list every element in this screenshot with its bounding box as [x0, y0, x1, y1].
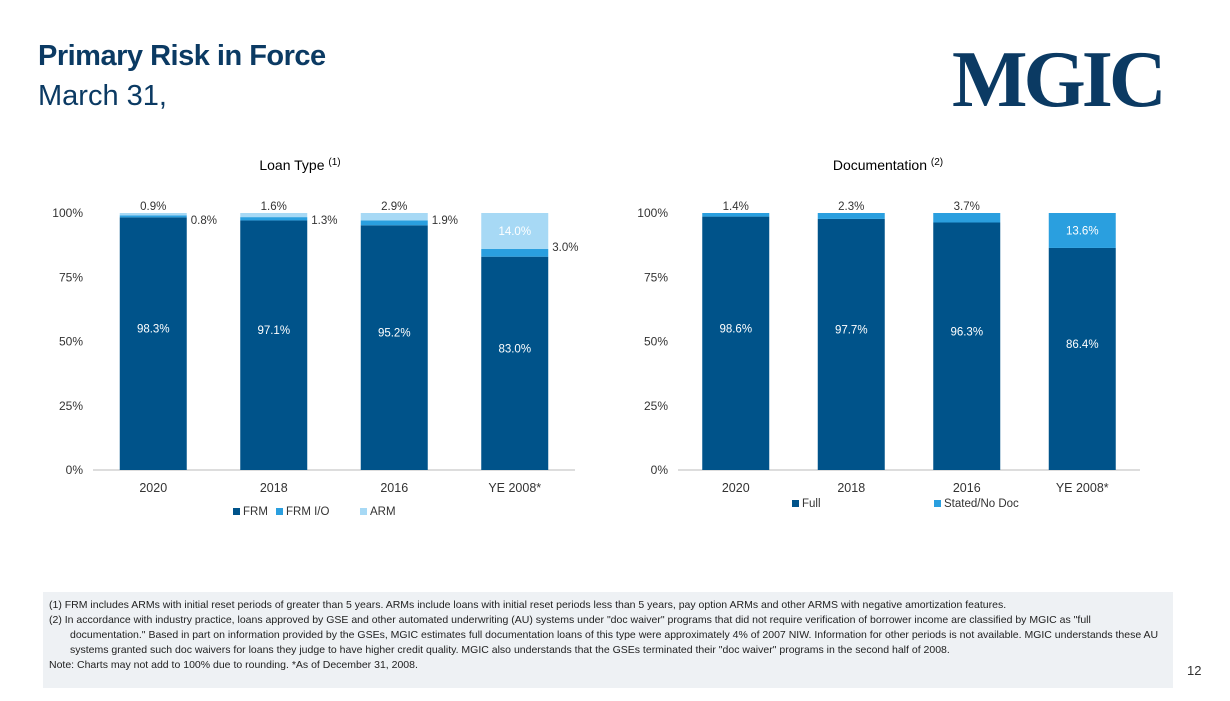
- legend-label: ARM: [370, 506, 396, 518]
- legend-label: Stated/No Doc: [944, 498, 1019, 510]
- legend-label: Full: [802, 498, 821, 510]
- chart-note: Note: Charts may not add to 100% due to …: [49, 659, 418, 671]
- y-tick-label: 75%: [59, 270, 83, 284]
- x-tick-label: 2020: [139, 481, 167, 495]
- bar-full: [702, 216, 770, 470]
- bar-frm: [481, 256, 549, 470]
- chart-title-footnote-ref: (1): [328, 157, 340, 168]
- data-label: 86.4%: [1066, 339, 1099, 351]
- legend-swatch: [360, 508, 367, 515]
- y-tick-label: 75%: [644, 270, 668, 284]
- bar-full: [817, 218, 885, 470]
- data-label: 3.0%: [552, 242, 578, 254]
- legend-label: FRM I/O: [286, 506, 329, 518]
- chart-title: Loan Type (1): [259, 157, 340, 173]
- y-tick-label: 25%: [59, 399, 83, 413]
- x-tick-label: 2016: [953, 481, 981, 495]
- y-tick-label: 0%: [651, 463, 669, 477]
- data-label: 1.4%: [723, 201, 749, 213]
- data-label: 14.0%: [498, 226, 531, 238]
- footnote-2: (2) In accordance with industry practice…: [49, 614, 1159, 656]
- data-label: 98.6%: [719, 323, 752, 335]
- data-label: 95.2%: [378, 328, 411, 340]
- bar-full: [933, 222, 1001, 470]
- y-tick-label: 100%: [52, 206, 83, 220]
- y-tick-label: 50%: [59, 335, 83, 349]
- page-number: 12: [1187, 663, 1202, 678]
- data-label: 98.3%: [137, 324, 170, 336]
- bar-frm: [119, 217, 187, 470]
- footnotes-box: (1) FRM includes ARMs with initial reset…: [43, 592, 1173, 688]
- legend-swatch: [276, 508, 283, 515]
- data-label: 13.6%: [1066, 225, 1099, 237]
- bar-stated-no-doc: [817, 213, 885, 219]
- legend-swatch: [792, 500, 799, 507]
- bar-frm: [240, 220, 308, 470]
- chart-title-footnote-ref: (2): [931, 157, 943, 168]
- data-label: 97.1%: [257, 325, 290, 337]
- bar-stated-no-doc: [1048, 213, 1116, 248]
- page-title: Primary Risk in Force: [38, 40, 326, 72]
- bar-arm: [240, 213, 308, 218]
- legend-swatch: [934, 500, 941, 507]
- bar-stated-no-doc: [933, 213, 1001, 223]
- bar-frm: [360, 225, 428, 470]
- bar-arm: [360, 213, 428, 221]
- data-label: 2.9%: [381, 201, 407, 213]
- legend-swatch: [233, 508, 240, 515]
- data-label: 1.3%: [311, 215, 337, 227]
- bar-stated-no-doc: [702, 213, 770, 217]
- bar-full: [1048, 247, 1116, 470]
- data-label: 2.3%: [838, 201, 864, 213]
- y-tick-label: 0%: [66, 463, 84, 477]
- bar-arm: [481, 213, 549, 249]
- bar-frm-i-o: [360, 220, 428, 226]
- x-tick-label: 2018: [260, 481, 288, 495]
- y-tick-label: 25%: [644, 399, 668, 413]
- x-tick-label: YE 2008*: [1056, 481, 1109, 495]
- data-label: 97.7%: [835, 324, 868, 336]
- data-label: 3.7%: [954, 201, 980, 213]
- x-tick-label: 2016: [380, 481, 408, 495]
- y-tick-label: 50%: [644, 335, 668, 349]
- x-tick-label: YE 2008*: [488, 481, 541, 495]
- page-subtitle: March 31,: [38, 80, 167, 112]
- data-label: 96.3%: [950, 326, 983, 338]
- x-tick-label: 2018: [837, 481, 865, 495]
- data-label: 0.9%: [140, 201, 166, 213]
- data-label: 83.0%: [498, 343, 531, 355]
- mgic-logo: MGIC: [952, 36, 1167, 124]
- bar-frm-i-o: [481, 248, 549, 257]
- legend-label: FRM: [243, 506, 268, 518]
- bar-frm-i-o: [119, 215, 187, 218]
- footnote-1: (1) FRM includes ARMs with initial reset…: [49, 599, 1007, 611]
- data-label: 1.6%: [261, 201, 287, 213]
- bar-frm-i-o: [240, 217, 308, 221]
- chart-title: Documentation (2): [833, 157, 943, 173]
- y-tick-label: 100%: [637, 206, 668, 220]
- data-label: 0.8%: [191, 215, 217, 227]
- x-tick-label: 2020: [722, 481, 750, 495]
- data-label: 1.9%: [432, 215, 458, 227]
- bar-arm: [119, 213, 187, 216]
